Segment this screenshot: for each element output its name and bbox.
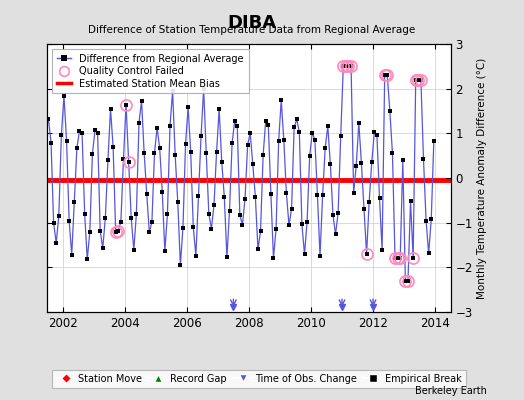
Text: Difference of Station Temperature Data from Regional Average: Difference of Station Temperature Data f…	[88, 25, 415, 35]
Text: DIBA: DIBA	[227, 14, 276, 32]
Y-axis label: Monthly Temperature Anomaly Difference (°C): Monthly Temperature Anomaly Difference (…	[477, 57, 487, 299]
Legend: Station Move, Record Gap, Time of Obs. Change, Empirical Break: Station Move, Record Gap, Time of Obs. C…	[52, 370, 466, 388]
Text: Berkeley Earth: Berkeley Earth	[416, 386, 487, 396]
